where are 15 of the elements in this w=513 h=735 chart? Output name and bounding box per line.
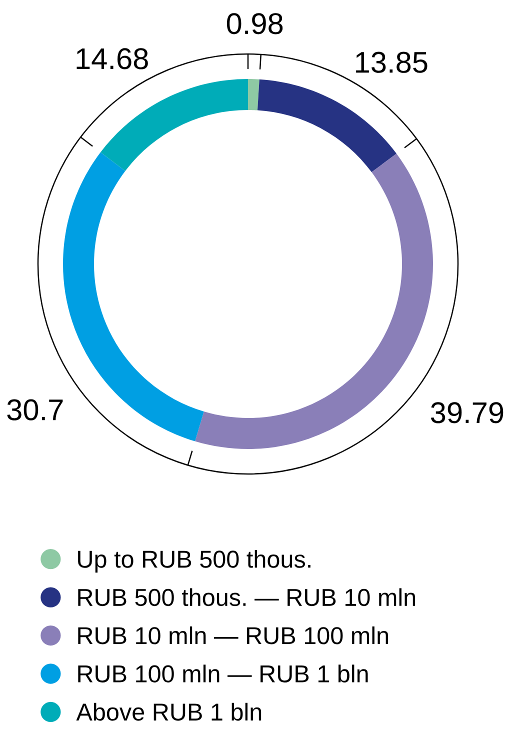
data-label: 39.79 bbox=[430, 402, 504, 424]
data-label: 30.7 bbox=[7, 399, 63, 420]
legend-label: RUB 500 thous. — RUB 10 mln bbox=[78, 588, 416, 606]
data-label: 0.98 bbox=[226, 13, 283, 34]
data-label: 13.85 bbox=[356, 52, 428, 73]
legend-label: Up to RUB 500 thous. bbox=[78, 550, 310, 573]
donut-slice bbox=[248, 79, 260, 110]
legend-label: Above RUB 1 bln bbox=[76, 702, 262, 721]
donut-slice bbox=[63, 152, 204, 442]
donut-slice bbox=[100, 79, 248, 171]
legend-label: RUB 10 mln — RUB 100 mln bbox=[78, 626, 388, 644]
donut-slice bbox=[257, 79, 396, 172]
legend-label: RUB 100 mln — RUB 1 bln bbox=[78, 664, 368, 682]
data-label: 14.68 bbox=[76, 48, 148, 70]
donut-slice bbox=[195, 154, 433, 449]
